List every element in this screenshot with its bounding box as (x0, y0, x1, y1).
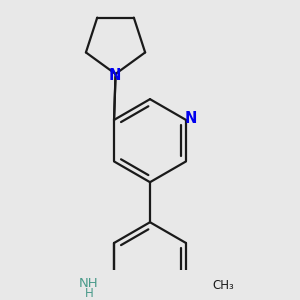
Text: NH: NH (79, 278, 99, 290)
Text: H: H (85, 287, 93, 300)
Text: N: N (109, 68, 121, 82)
Text: N: N (185, 111, 197, 126)
Text: CH₃: CH₃ (212, 280, 234, 292)
